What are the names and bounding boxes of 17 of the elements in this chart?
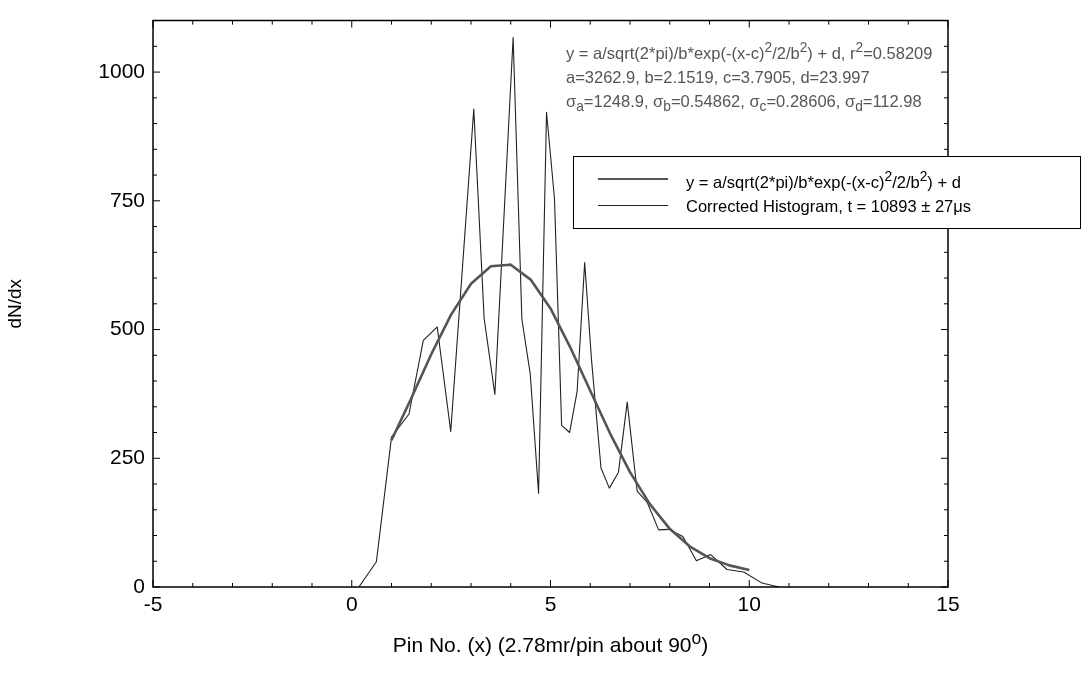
y-axis-title: dN/dx bbox=[3, 278, 25, 329]
y-tick-label: 500 bbox=[109, 316, 145, 340]
legend-label: y = a/sqrt(2*pi)/b*exp(-(x-c)$^{2}$/2/b$^{2}$) + d bbox=[686, 168, 961, 193]
x-tick-label: 10 bbox=[737, 592, 761, 616]
y-tick-label: 250 bbox=[109, 445, 145, 469]
x-tick-label: -5 bbox=[143, 592, 163, 616]
x-tick-label: 5 bbox=[544, 592, 557, 616]
x-axis-title: Pin No. (x) (2.78mr/pin about 90$^{o}$) bbox=[391, 628, 710, 657]
x-tick-label: 0 bbox=[345, 592, 358, 616]
annotation: a=3262.9, b=2.1519, c=3.7905, d=23.997 bbox=[566, 66, 871, 88]
y-tick-label: 1000 bbox=[98, 58, 145, 82]
annotation: y = a/sqrt(2*pi)/b*exp(-(x-c)$^{2}$/2/b$^{2}$) + d, r$^{2}$=0.58209 bbox=[566, 39, 933, 64]
text: σ$_{a}$=1248.9, σ$_{b}$=0.54862, σ$_{c}$=0.28606, σ$_{d}$=112.98 bbox=[566, 91, 922, 114]
y-tick-label: 750 bbox=[109, 187, 145, 211]
y-tick-label: 0 bbox=[133, 573, 145, 597]
legend-label: Corrected Histogram, t = 10893 ± 27μs bbox=[686, 195, 971, 217]
x-tick-label: 15 bbox=[936, 592, 960, 616]
